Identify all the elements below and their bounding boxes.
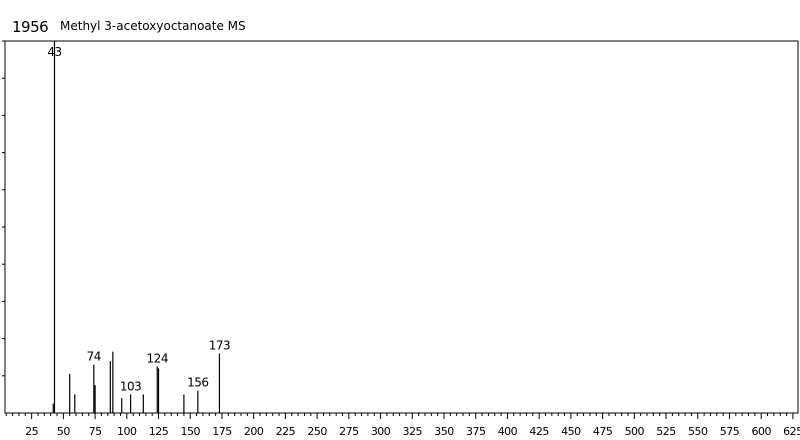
x-tick-label: 550 bbox=[688, 425, 708, 438]
peak-labels: 43 74 103 124 156 173 bbox=[47, 45, 230, 393]
peak-label: 124 bbox=[147, 352, 168, 366]
x-tick-label: 200 bbox=[244, 425, 264, 438]
x-tick-label: 450 bbox=[561, 425, 581, 438]
peak-label: 156 bbox=[187, 376, 208, 390]
plot-frame bbox=[4, 40, 799, 414]
x-tick-label: 475 bbox=[593, 425, 613, 438]
x-tick-label: 325 bbox=[403, 425, 423, 438]
x-tick-label: 375 bbox=[466, 425, 486, 438]
x-axis-tick-labels: 25 50 75 100 125 150 175 200 225 250 275 300 325 350 3… bbox=[25, 425, 800, 438]
x-tick-label: 175 bbox=[212, 425, 232, 438]
x-tick-label: 125 bbox=[149, 425, 169, 438]
spectrum-title: Methyl 3-acetoxyoctanoate MS bbox=[60, 19, 246, 33]
peak-label: 74 bbox=[87, 350, 101, 364]
x-tick-label: 25 bbox=[25, 425, 38, 438]
peak-label: 103 bbox=[120, 379, 141, 393]
x-tick-label: 575 bbox=[720, 425, 740, 438]
x-axis-ticks bbox=[5, 413, 794, 419]
x-tick-label: 350 bbox=[434, 425, 454, 438]
x-tick-label: 500 bbox=[625, 425, 645, 438]
x-tick-label: 150 bbox=[180, 425, 200, 438]
axes bbox=[4, 40, 799, 414]
x-tick-label: 425 bbox=[529, 425, 549, 438]
x-tick-label: 275 bbox=[339, 425, 359, 438]
x-tick-label: 50 bbox=[57, 425, 70, 438]
peak-bars bbox=[52, 41, 221, 413]
x-tick-label: 400 bbox=[498, 425, 518, 438]
x-tick-label: 625 bbox=[783, 425, 800, 438]
x-tick-label: 300 bbox=[371, 425, 391, 438]
x-tick-label: 525 bbox=[656, 425, 676, 438]
x-tick-label: 250 bbox=[307, 425, 327, 438]
spectrum-id: 1956 bbox=[12, 18, 49, 36]
x-tick-label: 600 bbox=[751, 425, 771, 438]
y-axis-ticks bbox=[2, 40, 5, 377]
x-tick-label: 100 bbox=[117, 425, 137, 438]
peak-label: 43 bbox=[47, 45, 61, 59]
x-tick-label: 75 bbox=[89, 425, 102, 438]
spectrum-header: 1956 Methyl 3-acetoxyoctanoate MS bbox=[0, 0, 800, 40]
peak-label: 173 bbox=[209, 338, 230, 352]
x-tick-label: 225 bbox=[276, 425, 296, 438]
